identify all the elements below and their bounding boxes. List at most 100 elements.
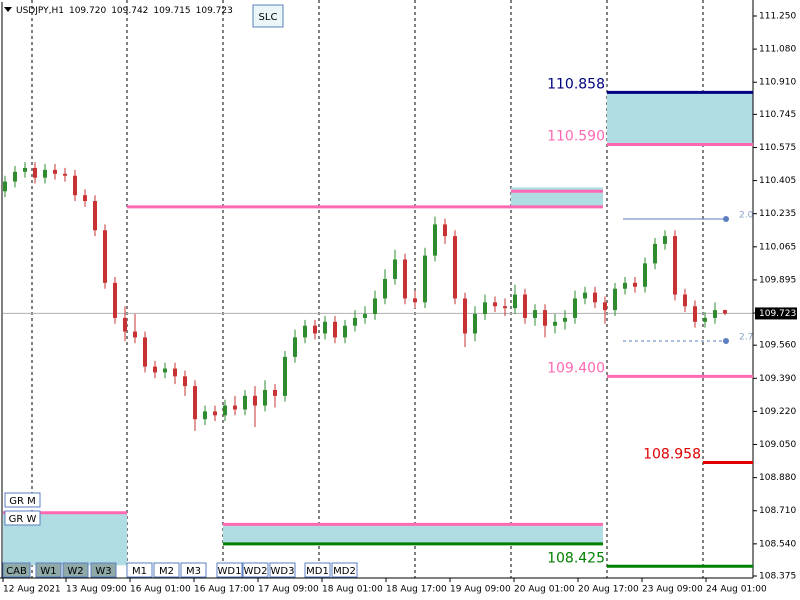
candle-body — [663, 236, 667, 244]
button-label[interactable]: W3 — [95, 566, 111, 577]
button-label[interactable]: MD1 — [306, 566, 329, 577]
y-tick-label: 108.880 — [759, 473, 796, 483]
candle-body — [413, 298, 417, 303]
candle-body — [473, 314, 477, 334]
candle-body — [183, 376, 187, 387]
candle-body — [503, 306, 507, 309]
candle-body — [3, 181, 7, 192]
button-label[interactable]: W2 — [67, 566, 83, 577]
button[interactable] — [62, 562, 89, 578]
candle-body — [233, 405, 237, 410]
candle-body — [693, 306, 697, 322]
candle-body — [303, 325, 307, 338]
button-label[interactable]: WD1 — [218, 566, 242, 577]
y-tick-label: 110.405 — [759, 176, 796, 186]
candle-body — [713, 310, 717, 318]
header-arrow — [4, 7, 12, 12]
x-tick-label: 18 Aug 01:00 — [322, 585, 383, 595]
y-tick-label: 108.540 — [759, 539, 796, 549]
button[interactable] — [2, 562, 31, 578]
zone — [607, 92, 753, 145]
candle-body — [83, 195, 87, 202]
button-label[interactable]: WD2 — [244, 566, 268, 577]
candle-body — [603, 302, 607, 311]
button-label[interactable]: M2 — [159, 566, 174, 577]
button[interactable] — [269, 562, 296, 578]
button[interactable] — [153, 562, 180, 578]
y-tick-label: 110.235 — [759, 209, 796, 219]
candle-body — [103, 230, 107, 283]
annotation-label: 2.7 — [739, 333, 753, 343]
annotation-label: 2.0 — [739, 211, 754, 221]
candle-body — [583, 292, 587, 299]
button-label[interactable]: W1 — [40, 566, 56, 577]
candle-body — [673, 236, 677, 295]
candle-body — [143, 337, 147, 367]
candle-body — [193, 386, 197, 420]
candle-body — [273, 389, 277, 396]
candle-body — [223, 405, 227, 416]
candle-body — [153, 366, 157, 373]
button-label[interactable]: WD3 — [271, 566, 295, 577]
button[interactable] — [35, 562, 62, 578]
button-label[interactable]: CAB — [6, 566, 27, 577]
candle-body — [573, 298, 577, 318]
candle-body — [163, 368, 167, 373]
x-tick-label: 23 Aug 09:00 — [642, 585, 703, 595]
button-label[interactable]: SLC — [259, 12, 278, 23]
candle-body — [33, 167, 37, 178]
candle-body — [353, 317, 357, 326]
level-label: 110.590 — [547, 129, 605, 145]
annotation-dot — [723, 338, 729, 344]
candle-body — [493, 302, 497, 307]
button[interactable] — [242, 562, 269, 578]
candle-body — [463, 298, 467, 334]
candle-body — [63, 173, 67, 176]
x-tick-label: 16 Aug 01:00 — [130, 585, 191, 595]
button[interactable] — [4, 492, 41, 508]
candle-body — [243, 395, 247, 410]
candle-body — [123, 317, 127, 332]
y-tick-label: 110.575 — [759, 143, 796, 153]
candle-body — [333, 321, 337, 338]
candle-body — [683, 294, 687, 307]
candle-body — [443, 224, 447, 237]
ohlc-value: 109.742 — [111, 6, 148, 16]
candle-body — [533, 310, 537, 318]
zone — [223, 524, 603, 544]
candle-body — [643, 263, 647, 287]
button[interactable] — [216, 562, 243, 578]
button-label[interactable]: GR M — [9, 496, 36, 507]
x-tick-label: 24 Aug 01:00 — [706, 585, 767, 595]
level-label: 109.400 — [547, 360, 605, 376]
candle-body — [453, 236, 457, 299]
candle-body — [433, 224, 437, 256]
button[interactable] — [304, 562, 331, 578]
button-label[interactable]: MD2 — [333, 566, 356, 577]
candle-body — [703, 317, 707, 322]
button[interactable] — [252, 4, 284, 28]
candle-body — [563, 317, 567, 322]
candle-body — [423, 255, 427, 303]
button[interactable] — [90, 562, 117, 578]
button[interactable] — [126, 562, 153, 578]
y-tick-label: 108.375 — [759, 572, 796, 582]
candle-body — [323, 321, 327, 334]
button[interactable] — [180, 562, 207, 578]
last-price-label: 109.723 — [759, 309, 796, 319]
button[interactable] — [331, 562, 358, 578]
candle-body — [403, 259, 407, 299]
candle-body — [133, 331, 137, 338]
x-tick-label: 18 Aug 17:00 — [386, 585, 447, 595]
button-label[interactable]: M3 — [186, 566, 201, 577]
candle-body — [293, 337, 297, 357]
x-tick-label: 20 Aug 01:00 — [514, 585, 575, 595]
candle-body — [13, 171, 17, 182]
y-tick-label: 110.065 — [759, 242, 796, 252]
button[interactable] — [4, 510, 41, 526]
candle-body — [43, 169, 47, 178]
button-label[interactable]: M1 — [132, 566, 147, 577]
y-tick-label: 109.560 — [759, 341, 796, 351]
button-label[interactable]: GR W — [9, 514, 37, 525]
